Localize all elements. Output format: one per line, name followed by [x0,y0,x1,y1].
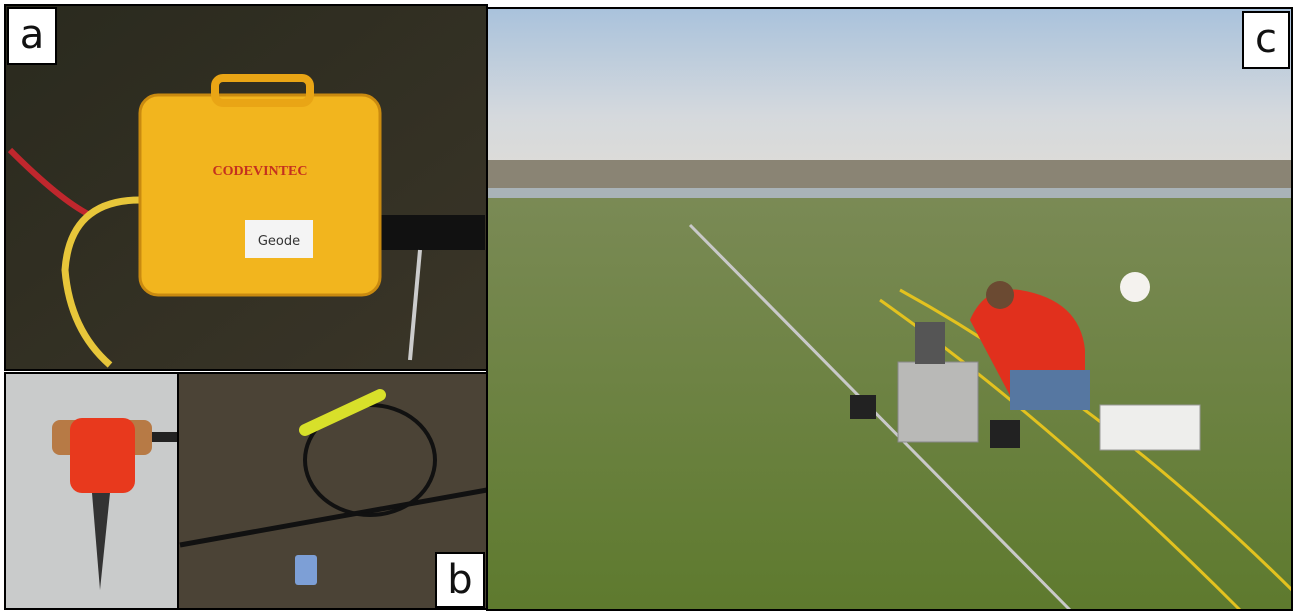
case [140,95,380,295]
seismograph [898,362,978,442]
geophone [295,555,317,585]
panel-label: b [447,557,472,603]
case [1100,405,1200,450]
grass [487,198,1292,610]
cable [380,215,485,250]
brand-text: CODEVINTEC [213,164,308,179]
geophone [70,418,135,493]
panel-label: c [1255,16,1277,62]
battery [990,420,1020,448]
person-head [986,281,1014,309]
battery [850,395,876,419]
tag-text: Geode [258,234,300,249]
person-legs [1010,370,1090,410]
laptop [915,322,945,364]
panel-a: CODEVINTEC Geode a [5,5,487,370]
panel-c: c [487,8,1292,610]
panel-label: a [20,12,45,58]
figure: CODEVINTEC Geode a b [0,0,1294,612]
town [487,160,1292,192]
panel-b: b [5,373,487,609]
buoy [1120,272,1150,302]
